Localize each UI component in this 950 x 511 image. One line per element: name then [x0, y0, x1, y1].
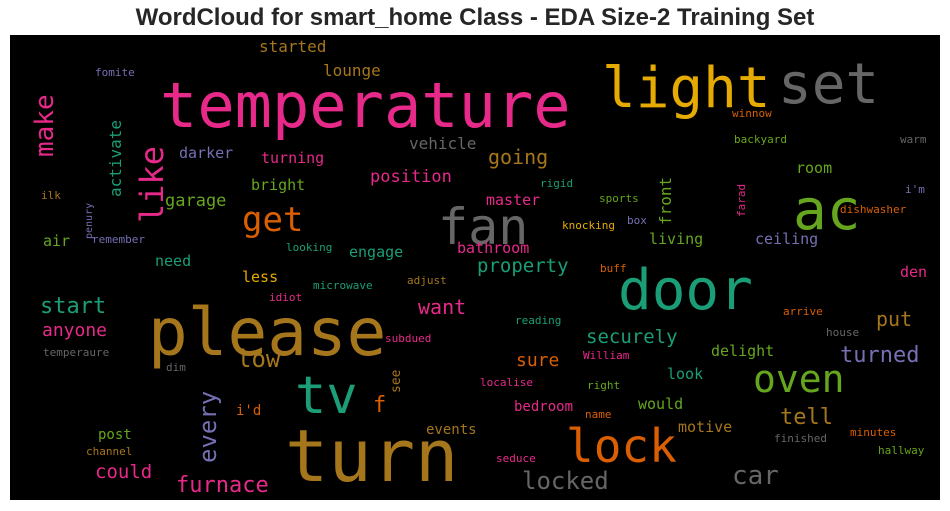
word-every: every — [194, 390, 222, 463]
word-master: master — [486, 191, 541, 209]
word-seduce: seduce — [496, 452, 536, 465]
word-backyard: backyard — [734, 133, 787, 146]
word-room: room — [796, 159, 833, 177]
word-minutes: minutes — [850, 426, 897, 439]
word-tv: tv — [295, 366, 358, 426]
word-house: house — [826, 326, 860, 339]
word-looking: looking — [286, 241, 333, 254]
word-make: make — [30, 94, 60, 157]
word-air: air — [43, 232, 71, 250]
word-reading: reading — [515, 314, 562, 327]
word-f: f — [373, 393, 387, 418]
word-want: want — [418, 295, 467, 319]
word-remember: remember — [92, 233, 145, 246]
word-dishwasher: dishwasher — [840, 203, 907, 216]
word-locked: locked — [522, 467, 609, 495]
word-see: see — [389, 369, 404, 393]
word-right: right — [587, 379, 621, 392]
word-subdued: subdued — [385, 332, 432, 345]
word-william: William — [583, 349, 630, 362]
word-vehicle: vehicle — [409, 134, 477, 153]
word-fan: fan — [438, 198, 529, 256]
word-name: name — [585, 408, 612, 421]
word-could: could — [95, 461, 153, 483]
word-temperature: temperature — [160, 69, 571, 142]
word-sure: sure — [516, 350, 560, 371]
word-front: front — [656, 176, 675, 225]
word-bathroom: bathroom — [457, 239, 530, 257]
word-i-m: i'm — [905, 183, 925, 196]
word-position: position — [370, 167, 452, 187]
word-ilk: ilk — [41, 189, 61, 202]
word-post: post — [98, 427, 132, 443]
word-arrive: arrive — [783, 305, 823, 318]
word-activate: activate — [106, 119, 125, 197]
word-look: look — [667, 365, 704, 383]
word-oven: oven — [753, 357, 845, 401]
chart-title: WordCloud for smart_home Class - EDA Siz… — [135, 4, 815, 31]
word-farad: farad — [735, 183, 748, 217]
word-fomite: fomite — [95, 66, 135, 79]
word-turned: turned — [840, 343, 920, 368]
word-localise: localise — [480, 376, 533, 389]
word-ac: ac — [793, 178, 861, 243]
word-furnace: furnace — [176, 473, 269, 498]
word-living: living — [649, 230, 704, 248]
word-less: less — [242, 268, 279, 286]
word-turning: turning — [261, 149, 325, 167]
word-i-d: i'd — [236, 403, 262, 419]
word-finished: finished — [774, 432, 827, 445]
word-warm: warm — [900, 133, 927, 146]
word-hallway: hallway — [878, 444, 925, 457]
wordcloud-canvas: temperature light set please turn door fan ac tv… — [10, 35, 940, 500]
word-engage: engage — [349, 243, 404, 261]
word-like: like — [133, 145, 171, 223]
word-set: set — [778, 52, 880, 117]
word-anyone: anyone — [42, 320, 108, 341]
word-adjust: adjust — [407, 274, 447, 287]
word-need: need — [155, 252, 192, 270]
word-securely: securely — [586, 326, 678, 348]
word-idiot: idiot — [269, 291, 303, 304]
word-delight: delight — [711, 342, 775, 360]
word-ceiling: ceiling — [755, 230, 819, 248]
word-door: door — [618, 258, 753, 323]
word-sports: sports — [599, 192, 639, 205]
word-tell: tell — [780, 405, 833, 430]
word-lounge: lounge — [323, 61, 381, 80]
word-low: low — [237, 345, 281, 373]
word-events: events — [426, 422, 477, 438]
word-microwave: microwave — [313, 279, 373, 292]
word-start: start — [40, 294, 107, 319]
word-box: box — [627, 214, 647, 227]
word-darker: darker — [179, 144, 234, 162]
word-dim: dim — [166, 361, 186, 374]
word-bedroom: bedroom — [514, 399, 574, 415]
word-turn: turn — [285, 414, 459, 498]
word-rigid: rigid — [540, 177, 574, 190]
word-light: light — [602, 56, 771, 121]
word-lock: lock — [566, 419, 677, 473]
word-winnow: winnow — [732, 107, 772, 120]
word-get: get — [242, 200, 304, 240]
word-going: going — [488, 145, 549, 169]
word-motive: motive — [678, 418, 733, 436]
word-put: put — [876, 307, 913, 331]
word-property: property — [477, 255, 569, 277]
word-bright: bright — [251, 176, 306, 194]
word-buff: buff — [600, 262, 627, 275]
word-channel: channel — [86, 445, 133, 458]
word-temperaure: temperaure — [43, 346, 110, 359]
word-started: started — [259, 37, 327, 56]
word-please: please — [148, 294, 387, 371]
word-car: car — [732, 461, 779, 491]
word-would: would — [638, 395, 684, 413]
word-knocking: knocking — [562, 219, 615, 232]
word-den: den — [900, 263, 928, 281]
word-garage: garage — [165, 191, 227, 211]
